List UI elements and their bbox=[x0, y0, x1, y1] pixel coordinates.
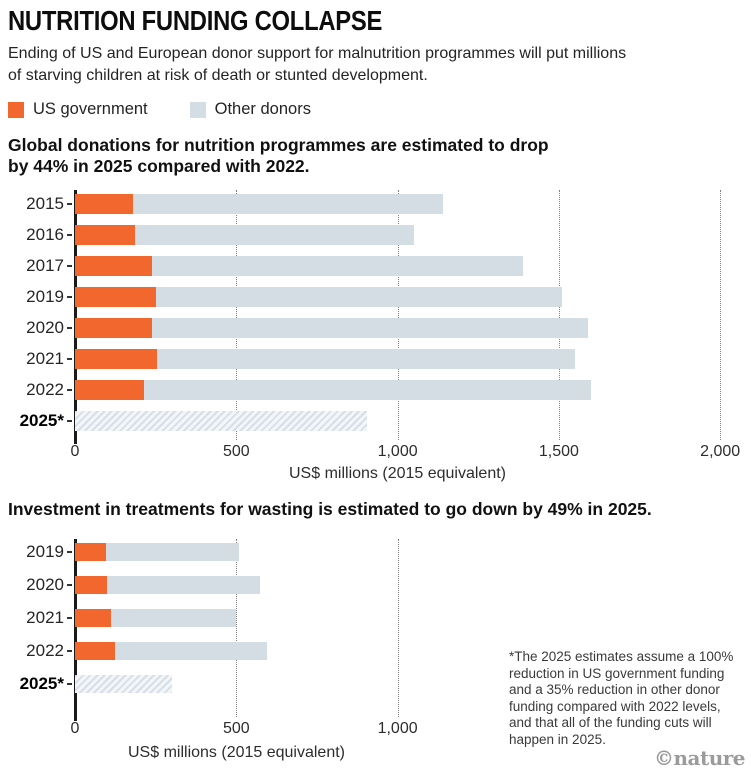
chart-section-global-donations: Global donations for nutrition programme… bbox=[8, 135, 743, 483]
bar-row-2021: 2021 bbox=[26, 608, 743, 627]
us-government-bar bbox=[75, 575, 108, 594]
x-tick-label: 1,000 bbox=[377, 443, 418, 460]
y-axis-label: 2022 bbox=[26, 640, 64, 660]
us-government-bar bbox=[75, 542, 106, 561]
bar-row-2025: 2025* bbox=[20, 674, 743, 693]
y-axis-label: 2021 bbox=[26, 607, 64, 627]
other-donors-bar bbox=[157, 349, 576, 369]
us-government-bar bbox=[75, 380, 145, 400]
legend-label: Other donors bbox=[214, 100, 311, 118]
chart2-bars: 2019 2020 2021 2022 2025* 0 500 1,000 bbox=[8, 538, 743, 738]
estimate-bar bbox=[75, 411, 367, 431]
bar-row-2022: 2022 bbox=[26, 641, 743, 660]
legend-item-us-government: US government bbox=[8, 100, 148, 119]
bar-row-2015: 2015 bbox=[26, 194, 743, 214]
other-donors-swatch bbox=[189, 101, 206, 118]
other-donors-bar bbox=[105, 542, 240, 561]
bar-row-2019: 2019 bbox=[26, 287, 743, 307]
y-axis-tick bbox=[67, 583, 72, 586]
bar-row-2016: 2016 bbox=[26, 225, 743, 245]
other-donors-bar bbox=[152, 318, 588, 338]
y-axis-tick bbox=[67, 296, 72, 298]
bar-row-2022: 2022 bbox=[26, 380, 743, 400]
y-axis-label: 2019 bbox=[26, 541, 64, 561]
x-tick-label: 2,000 bbox=[700, 443, 741, 460]
us-government-bar bbox=[75, 349, 158, 369]
us-government-bar bbox=[75, 256, 153, 276]
y-axis-label: 2025* bbox=[19, 673, 64, 693]
y-axis-tick bbox=[67, 616, 72, 619]
other-donors-bar bbox=[144, 380, 592, 400]
y-axis-label: 2016 bbox=[26, 225, 64, 244]
bar-row-2017: 2017 bbox=[26, 256, 743, 276]
bar-row-2025: 2025* bbox=[20, 411, 743, 431]
y-axis-label: 2021 bbox=[26, 349, 64, 368]
y-axis-label: 2022 bbox=[26, 380, 64, 399]
chart1-title: Global donations for nutrition programme… bbox=[8, 135, 549, 176]
us-government-bar bbox=[75, 194, 134, 214]
y-axis-tick bbox=[67, 682, 72, 685]
us-government-bar bbox=[75, 641, 116, 660]
other-donors-bar bbox=[107, 575, 261, 594]
y-axis-label: 2020 bbox=[26, 574, 64, 594]
y-axis-tick bbox=[67, 265, 72, 267]
x-tick-label: 1,000 bbox=[377, 719, 418, 737]
other-donors-bar bbox=[152, 256, 524, 276]
legend-label: US government bbox=[33, 100, 148, 118]
us-government-swatch bbox=[8, 101, 24, 118]
other-donors-bar bbox=[134, 225, 414, 245]
y-axis-tick bbox=[67, 420, 72, 422]
other-donors-bar bbox=[115, 641, 267, 660]
chart1-xaxis-label: US$ millions (2015 equivalent) bbox=[289, 465, 506, 482]
y-axis-tick bbox=[67, 358, 72, 360]
nature-logo: ©nature bbox=[653, 746, 746, 770]
y-axis-label: 2015 bbox=[26, 194, 64, 213]
other-donors-bar bbox=[110, 608, 237, 627]
y-axis-tick bbox=[67, 550, 72, 553]
estimate-bar bbox=[75, 674, 172, 693]
x-tick-label: 500 bbox=[222, 443, 250, 460]
chart1-bars: 2015 2016 2017 2019 2020 2021 2022 2025* 0 500 1,0… bbox=[8, 190, 743, 461]
bar-row-2020: 2020 bbox=[26, 318, 743, 338]
bar-row-2020: 2020 bbox=[26, 575, 743, 594]
y-axis-tick bbox=[67, 203, 72, 205]
y-axis-label: 2025* bbox=[19, 411, 64, 430]
y-axis-label: 2019 bbox=[26, 287, 64, 306]
us-government-bar bbox=[75, 225, 135, 245]
x-axis: 0 500 1,000 1,500 2,000 bbox=[71, 441, 743, 461]
page-subtitle: Ending of US and European donor support … bbox=[8, 45, 627, 84]
legend: US government Other donors bbox=[8, 100, 743, 119]
chart-section-wasting-treatments: Investment in treatments for wasting is … bbox=[8, 499, 743, 762]
x-tick-label: 0 bbox=[70, 443, 80, 460]
us-government-bar bbox=[75, 318, 153, 338]
x-tick-label: 0 bbox=[70, 719, 80, 737]
legend-item-other-donors: Other donors bbox=[189, 100, 311, 119]
other-donors-bar bbox=[133, 194, 443, 214]
us-government-bar bbox=[75, 608, 111, 627]
y-axis-tick bbox=[67, 327, 72, 329]
y-axis-tick bbox=[67, 234, 72, 236]
x-tick-label: 1,500 bbox=[538, 443, 579, 460]
y-axis-label: 2017 bbox=[26, 256, 64, 275]
bar-row-2021: 2021 bbox=[26, 349, 743, 369]
page-title: NUTRITION FUNDING COLLAPSE bbox=[8, 5, 383, 36]
y-axis-tick bbox=[67, 649, 72, 652]
bar-row-2019: 2019 bbox=[26, 542, 743, 561]
us-government-bar bbox=[75, 287, 156, 307]
chart2-xaxis-label: US$ millions (2015 equivalent) bbox=[128, 743, 345, 761]
y-axis-tick bbox=[67, 389, 72, 391]
footnote: *The 2025 estimates assume a 100% reduct… bbox=[509, 649, 734, 747]
y-axis-label: 2020 bbox=[26, 318, 64, 337]
chart2-title: Investment in treatments for wasting is … bbox=[8, 499, 652, 519]
x-tick-label: 500 bbox=[222, 719, 250, 737]
x-axis: 0 500 1,000 bbox=[71, 718, 743, 738]
other-donors-bar bbox=[155, 287, 563, 307]
